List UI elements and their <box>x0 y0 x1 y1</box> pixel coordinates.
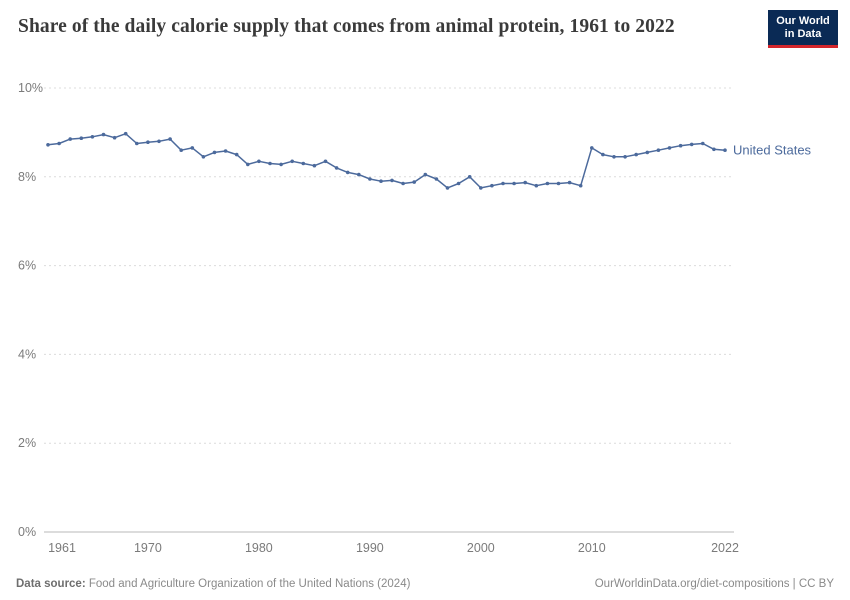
y-tick-label: 6% <box>18 259 36 273</box>
data-point[interactable] <box>479 186 483 190</box>
data-point[interactable] <box>146 140 150 144</box>
data-point[interactable] <box>678 143 683 148</box>
data-point[interactable] <box>135 141 139 146</box>
data-point[interactable] <box>590 146 594 150</box>
data-point[interactable] <box>689 142 694 147</box>
y-tick-label: 0% <box>18 525 36 539</box>
data-point[interactable] <box>46 143 50 147</box>
series-line[interactable] <box>47 132 726 189</box>
data-point[interactable] <box>634 152 638 157</box>
data-point[interactable] <box>79 136 84 140</box>
data-point[interactable] <box>379 179 383 183</box>
data-point[interactable] <box>123 131 128 136</box>
data-point[interactable] <box>712 147 716 152</box>
data-point[interactable] <box>246 162 250 167</box>
y-tick-label: 4% <box>18 347 36 361</box>
data-point[interactable] <box>268 161 272 166</box>
data-point[interactable] <box>234 152 239 157</box>
owid-logo-line1: Our World <box>776 15 830 27</box>
data-point[interactable] <box>257 159 261 164</box>
data-point[interactable] <box>68 137 72 141</box>
data-point[interactable] <box>601 152 605 157</box>
y-tick-label: 10% <box>18 81 43 95</box>
chart-footer: Data source: Food and Agriculture Organi… <box>0 578 850 590</box>
data-point[interactable] <box>168 137 172 141</box>
data-point[interactable] <box>401 181 405 186</box>
data-point[interactable] <box>534 183 539 188</box>
line-chart[interactable]: 0% 2% 4% 6% 8% 10% 1961 1970 1980 1990 2000 2010 202… <box>0 80 850 562</box>
x-tick-label: 2000 <box>467 541 495 555</box>
data-point[interactable] <box>312 163 317 168</box>
data-point[interactable] <box>490 183 494 188</box>
chart-title: Share of the daily calorie supply that c… <box>18 16 675 37</box>
data-point[interactable] <box>512 181 516 186</box>
data-point[interactable] <box>179 148 183 152</box>
data-point[interactable] <box>523 180 527 185</box>
data-point[interactable] <box>445 186 450 190</box>
attribution: OurWorldinData.org/diet-compositions | C… <box>594 578 834 590</box>
data-point[interactable] <box>723 148 727 152</box>
data-point[interactable] <box>279 162 283 167</box>
data-point[interactable] <box>567 180 572 185</box>
data-point[interactable] <box>334 166 339 170</box>
x-tick-label: 1980 <box>245 541 273 555</box>
data-source-label: Data source: <box>16 578 86 590</box>
data-point[interactable] <box>412 180 417 184</box>
data-point[interactable] <box>112 135 117 140</box>
x-tick-label: 2010 <box>578 541 606 555</box>
data-point[interactable] <box>656 148 661 152</box>
x-tick-label: 2022 <box>711 541 739 555</box>
data-point[interactable] <box>701 141 705 146</box>
data-point[interactable] <box>645 150 650 155</box>
data-point[interactable] <box>623 155 627 159</box>
data-point[interactable] <box>323 159 328 164</box>
series-label[interactable]: United States <box>733 143 812 158</box>
data-point[interactable] <box>368 177 372 181</box>
x-tick-label: 1970 <box>134 541 162 555</box>
x-tick-label: 1990 <box>356 541 384 555</box>
data-source-text: Food and Agriculture Organization of the… <box>85 578 411 590</box>
data-point[interactable] <box>223 149 228 153</box>
data-point[interactable] <box>201 155 206 159</box>
owid-logo[interactable]: Our World in Data <box>768 10 838 49</box>
data-point[interactable] <box>434 177 439 181</box>
data-point[interactable] <box>101 132 106 137</box>
data-point[interactable] <box>556 181 561 186</box>
owid-logo-line2: in Data <box>784 28 822 41</box>
data-point[interactable] <box>57 141 61 146</box>
data-point[interactable] <box>157 139 161 144</box>
data-point[interactable] <box>501 181 505 186</box>
data-point[interactable] <box>390 178 394 183</box>
x-tick-label: 1961 <box>48 541 76 555</box>
data-point[interactable] <box>357 172 361 177</box>
data-point[interactable] <box>423 172 428 177</box>
data-point[interactable] <box>612 155 616 159</box>
data-point[interactable] <box>190 146 195 150</box>
data-point[interactable] <box>467 175 472 179</box>
data-point[interactable] <box>345 170 350 175</box>
data-source: Data source: Food and Agriculture Organi… <box>16 578 410 590</box>
data-point[interactable] <box>301 161 306 166</box>
data-point[interactable] <box>290 159 295 164</box>
data-point[interactable] <box>545 181 550 186</box>
data-point[interactable] <box>456 181 461 186</box>
data-point[interactable] <box>667 146 672 150</box>
y-tick-label: 8% <box>18 170 36 184</box>
data-point[interactable] <box>578 183 583 188</box>
y-tick-label: 2% <box>18 436 36 450</box>
data-point[interactable] <box>212 150 217 155</box>
data-point[interactable] <box>90 135 95 139</box>
